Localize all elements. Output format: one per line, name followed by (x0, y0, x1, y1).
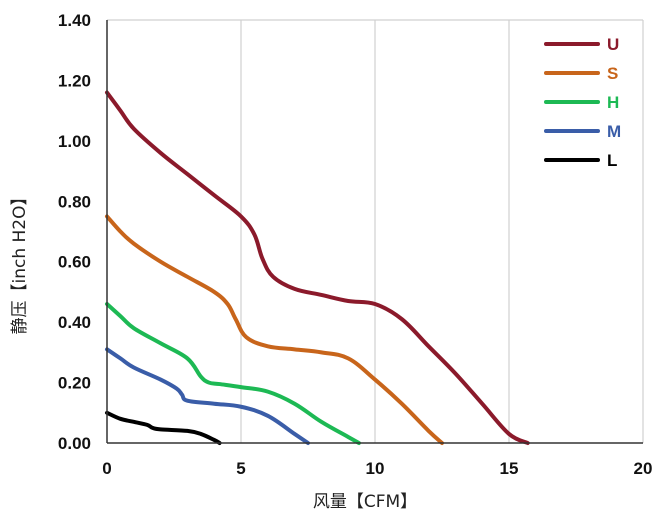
y-tick-label-1.40: 1.40 (58, 11, 91, 30)
x-tick-label-10: 10 (366, 459, 385, 478)
x-axis-title: 风量【CFM】 (313, 492, 417, 512)
series-line-M (105, 347, 310, 445)
legend-label-M: M (607, 122, 621, 141)
x-tick-labels: 0 5 10 15 20 (102, 459, 652, 478)
legend-label-H: H (607, 93, 619, 112)
y-tick-label-0.80: 0.80 (58, 192, 91, 211)
x-tick-label-0: 0 (102, 459, 111, 478)
y-axis-title: 静压【inch H2O】 (10, 188, 30, 334)
y-tick-label-0.60: 0.60 (58, 253, 91, 272)
x-tick-label-5: 5 (236, 459, 245, 478)
y-tick-labels: 0.00 0.20 0.40 0.60 0.80 1.00 1.20 1.40 (58, 11, 91, 453)
series-line-U (105, 90, 530, 445)
series-lines (105, 90, 530, 445)
legend-label-L: L (607, 151, 617, 170)
y-tick-label-1.20: 1.20 (58, 71, 91, 90)
legend-label-U: U (607, 35, 619, 54)
x-tick-label-15: 15 (500, 459, 519, 478)
y-tick-label-0.40: 0.40 (58, 313, 91, 332)
x-tick-label-20: 20 (634, 459, 653, 478)
y-tick-label-1.00: 1.00 (58, 132, 91, 151)
series-line-L (105, 410, 222, 445)
axes (106, 20, 643, 444)
series-line-S (105, 214, 444, 445)
grid-lines (107, 19, 644, 443)
series-line-H (105, 302, 361, 445)
y-tick-label-0.20: 0.20 (58, 374, 91, 393)
legend-label-S: S (607, 64, 618, 83)
y-tick-label-0.00: 0.00 (58, 434, 91, 453)
